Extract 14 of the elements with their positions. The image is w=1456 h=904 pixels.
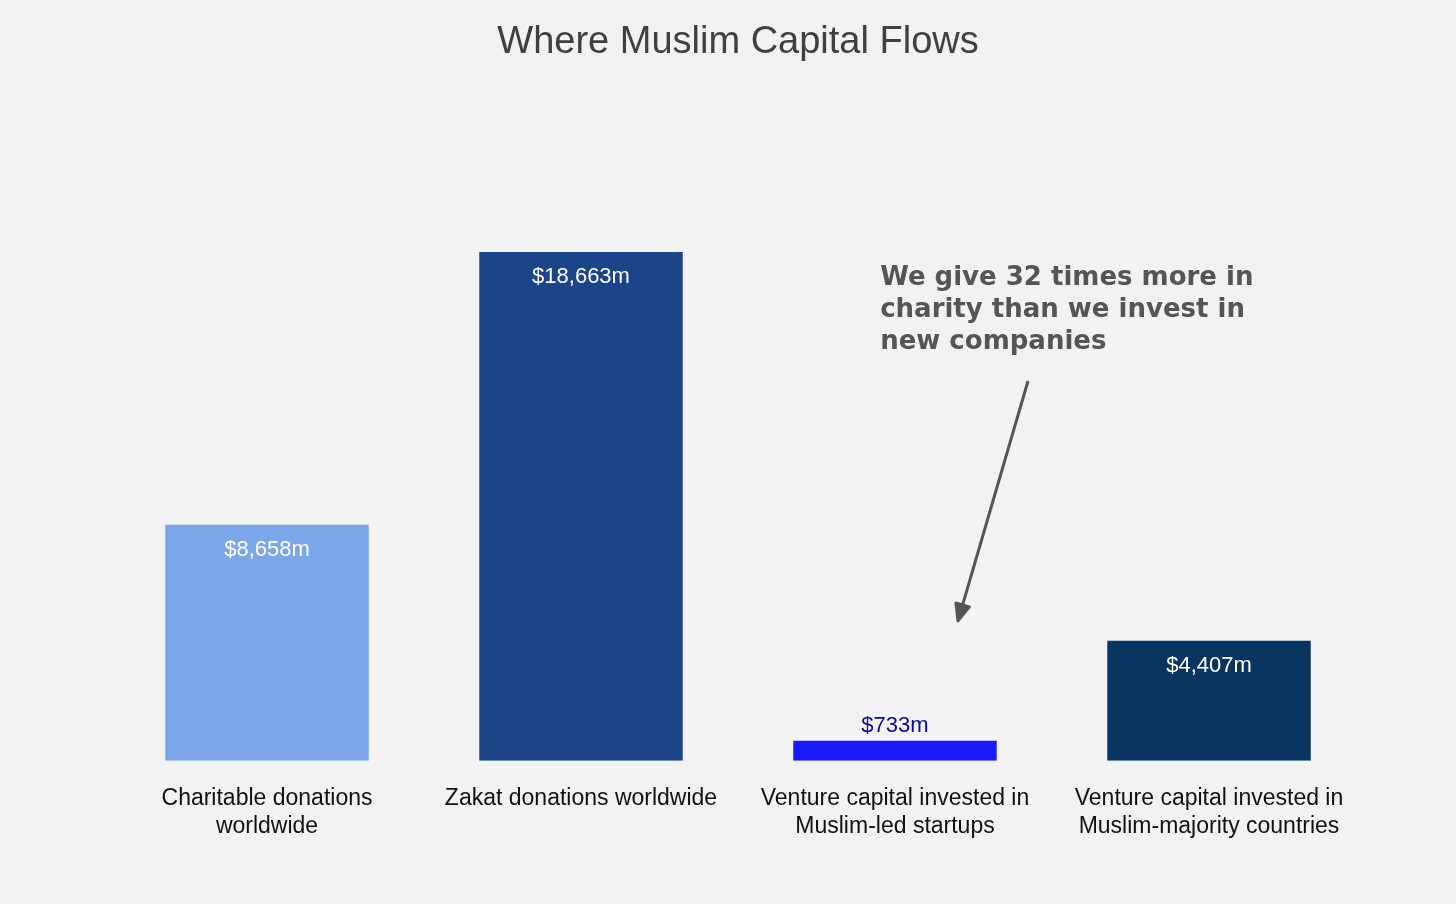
x-tick-label: Venture capital invested in Muslim-led startups bbox=[760, 783, 1030, 838]
data-label: $4,407m bbox=[1166, 651, 1252, 677]
data-label: $8,658m bbox=[224, 535, 310, 561]
chart-title: Where Muslim Capital Flows bbox=[497, 19, 979, 62]
x-tick-label: Charitable donations worldwide bbox=[161, 783, 373, 838]
data-label: $18,663m bbox=[532, 263, 630, 289]
x-tick-label: Zakat donations worldwide bbox=[444, 783, 718, 810]
x-tick-label: Venture capital invested in Muslim-majority countries bbox=[1074, 783, 1344, 838]
bar bbox=[165, 524, 369, 761]
bar bbox=[479, 252, 683, 761]
bar bbox=[1107, 640, 1311, 761]
bar bbox=[793, 740, 997, 761]
data-label: $733m bbox=[861, 711, 929, 737]
annotation: We give 32 times more in charity than we invest in new companies bbox=[880, 260, 1254, 355]
